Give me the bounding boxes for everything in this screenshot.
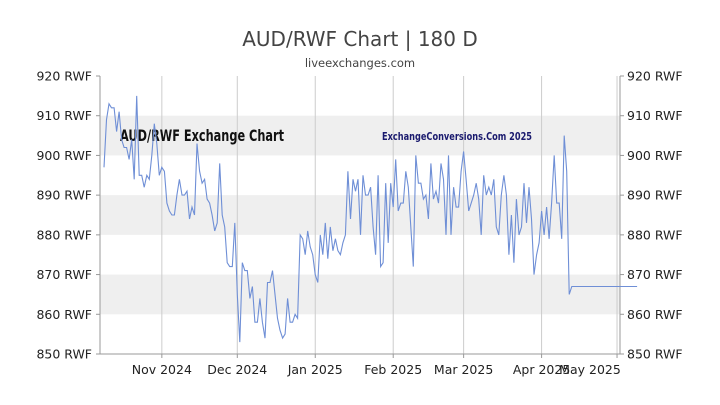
y-tick-label-left: 870 RWF xyxy=(36,267,92,282)
exchange-rate-line xyxy=(103,95,638,343)
x-axis-ticks: Nov 2024 Dec 2024 Jan 2025 Feb 2025 Mar 2025… xyxy=(132,354,621,377)
y-tick-label-right: 890 RWF xyxy=(627,188,683,203)
y-tick-label-left: 880 RWF xyxy=(36,227,92,242)
band xyxy=(100,115,620,156)
y-tick-label-right: 910 RWF xyxy=(627,108,683,123)
x-tick-label: Apr 2025 xyxy=(513,362,570,377)
chart-subtitle: liveexchanges.com xyxy=(305,56,415,70)
band xyxy=(100,274,620,315)
y-tick-label-left: 910 RWF xyxy=(36,108,92,123)
watermark-right: ExchangeConversions.Com 2025 xyxy=(382,130,532,143)
y-tick-label-left: 850 RWF xyxy=(36,347,92,362)
y-tick-label-left: 860 RWF xyxy=(36,307,92,322)
x-tick-label: Dec 2024 xyxy=(207,362,267,377)
x-tick-label: Feb 2025 xyxy=(364,362,422,377)
y-axis-right-ticks: 920 RWF 910 RWF 900 RWF 890 RWF 880 RWF 870 R… xyxy=(620,69,683,362)
x-tick-label: Nov 2024 xyxy=(132,362,192,377)
x-tick-label: Mar 2025 xyxy=(434,362,493,377)
y-tick-label-left: 890 RWF xyxy=(36,188,92,203)
chart-title: AUD/RWF Chart | 180 D xyxy=(242,27,478,51)
y-tick-label-right: 850 RWF xyxy=(627,347,683,362)
y-tick-label-right: 880 RWF xyxy=(627,227,683,242)
y-tick-label-left: 900 RWF xyxy=(36,148,92,163)
vertical-gridlines xyxy=(161,76,618,354)
y-axis-left-ticks: 920 RWF 910 RWF 900 RWF 890 RWF 880 RWF 870 R… xyxy=(36,69,100,362)
y-tick-label-left: 920 RWF xyxy=(36,69,92,84)
y-tick-label-right: 860 RWF xyxy=(627,307,683,322)
y-tick-label-right: 870 RWF xyxy=(627,267,683,282)
y-tick-label-right: 900 RWF xyxy=(627,148,683,163)
watermark-left: AUD/RWF Exchange Chart xyxy=(120,126,284,145)
axes xyxy=(99,76,621,355)
x-tick-label: Jan 2025 xyxy=(287,362,343,377)
y-tick-label-right: 920 RWF xyxy=(627,69,683,84)
x-tick-label: May 2025 xyxy=(559,362,621,377)
